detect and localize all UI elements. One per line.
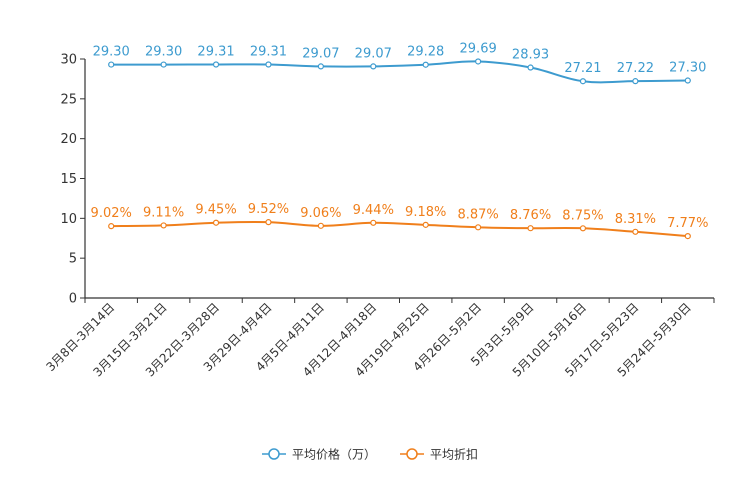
legend-marker-icon bbox=[406, 448, 418, 460]
y-tick-label: 25 bbox=[60, 92, 77, 107]
data-label: 9.52% bbox=[248, 202, 289, 217]
data-point[interactable] bbox=[108, 61, 115, 68]
data-label: 7.77% bbox=[667, 216, 708, 231]
data-label: 8.87% bbox=[457, 207, 498, 222]
data-label: 29.07 bbox=[302, 46, 339, 61]
series-line bbox=[111, 220, 688, 238]
data-point[interactable] bbox=[265, 219, 272, 226]
data-point[interactable] bbox=[317, 63, 324, 70]
legend-marker-icon bbox=[268, 448, 280, 460]
series-line bbox=[111, 60, 688, 84]
y-tick-label: 15 bbox=[60, 172, 77, 187]
data-label: 9.45% bbox=[195, 203, 236, 218]
data-label: 8.76% bbox=[510, 208, 551, 223]
data-label: 9.11% bbox=[143, 205, 184, 220]
data-label: 8.31% bbox=[615, 212, 656, 227]
legend-item[interactable]: 平均折扣 bbox=[400, 447, 478, 462]
data-point[interactable] bbox=[684, 232, 691, 240]
data-point[interactable] bbox=[527, 225, 534, 232]
data-point[interactable] bbox=[160, 61, 167, 68]
data-label: 27.30 bbox=[669, 61, 706, 76]
data-label: 27.22 bbox=[617, 61, 654, 76]
data-label: 29.69 bbox=[460, 41, 497, 56]
data-label: 28.93 bbox=[512, 48, 549, 63]
data-point[interactable] bbox=[212, 219, 220, 226]
series-2: 9.02% 9.11% 9.45% 9.52% 9.06% 9.44% 9.18% 8.87%… bbox=[91, 202, 708, 240]
data-label: 8.75% bbox=[562, 208, 603, 223]
data-point[interactable] bbox=[212, 61, 220, 68]
data-label: 29.30 bbox=[93, 45, 130, 60]
data-point[interactable] bbox=[160, 222, 167, 229]
data-point[interactable] bbox=[632, 228, 639, 235]
data-point[interactable] bbox=[579, 225, 587, 232]
data-point[interactable] bbox=[527, 64, 534, 71]
data-label: 29.31 bbox=[197, 44, 234, 59]
legend-item[interactable]: 平均价格（万） bbox=[262, 447, 376, 462]
data-label: 29.07 bbox=[355, 46, 392, 61]
data-point[interactable] bbox=[632, 78, 639, 85]
data-point[interactable] bbox=[370, 219, 377, 226]
legend-label: 平均折扣 bbox=[430, 447, 478, 462]
y-tick-label: 30 bbox=[60, 53, 77, 68]
data-label: 29.31 bbox=[250, 44, 287, 59]
y-tick-label: 5 bbox=[69, 252, 77, 267]
data-point[interactable] bbox=[422, 221, 429, 228]
y-tick-label: 0 bbox=[69, 292, 77, 307]
data-point[interactable] bbox=[684, 77, 691, 84]
data-point[interactable] bbox=[108, 223, 115, 230]
series-layer: 29.30 29.30 29.31 29.31 29.07 29.07 29.28 29.69… bbox=[91, 41, 708, 240]
data-label: 27.21 bbox=[564, 61, 601, 76]
y-tick-label: 20 bbox=[60, 132, 77, 147]
data-point[interactable] bbox=[422, 61, 429, 68]
data-label: 9.02% bbox=[91, 206, 132, 221]
data-point[interactable] bbox=[579, 78, 587, 85]
data-point[interactable] bbox=[370, 63, 377, 70]
data-point[interactable] bbox=[317, 222, 324, 229]
data-label: 9.06% bbox=[300, 206, 341, 221]
data-label: 29.28 bbox=[407, 45, 444, 60]
y-tick-label: 10 bbox=[60, 212, 77, 227]
data-point[interactable] bbox=[265, 61, 272, 68]
data-label: 9.44% bbox=[353, 203, 394, 218]
data-point[interactable] bbox=[475, 58, 482, 65]
data-label: 29.30 bbox=[145, 45, 182, 60]
legend-label: 平均价格（万） bbox=[292, 447, 376, 462]
data-label: 9.18% bbox=[405, 205, 446, 220]
chart-legend[interactable]: 平均价格（万） 平均折扣 bbox=[262, 447, 478, 462]
data-point[interactable] bbox=[475, 224, 482, 231]
series-1: 29.30 29.30 29.31 29.31 29.07 29.07 29.28 29.69… bbox=[93, 41, 706, 85]
